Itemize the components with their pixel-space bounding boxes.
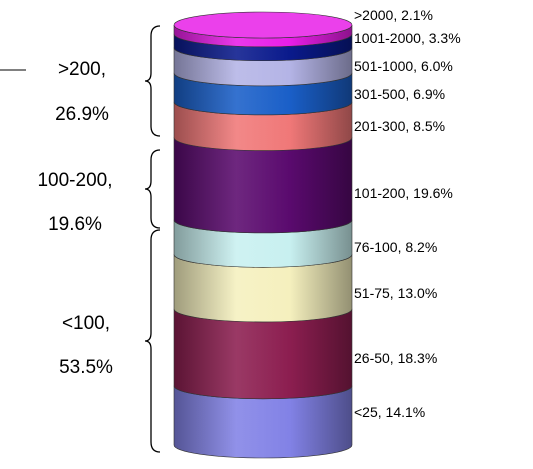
segment-label: <25, 14.1%	[354, 404, 425, 420]
segment-label: 201-300, 8.5%	[354, 118, 445, 134]
segment-labels: >2000, 2.1% 1001-2000, 3.3% 501-1000, 6.0%…	[354, 7, 461, 420]
segment-label: 26-50, 18.3%	[354, 350, 437, 366]
group-label-range: 100-200,	[37, 170, 112, 191]
segment-label: 301-500, 6.9%	[354, 86, 445, 102]
segment-label: 501-1000, 6.0%	[354, 58, 453, 74]
brace-<100	[144, 229, 161, 453]
cylinder-segments	[173, 24, 353, 459]
segment-label: 101-200, 19.6%	[354, 185, 453, 201]
segment-label: 1001-2000, 3.3%	[354, 30, 461, 46]
group-label-percent: 19.6%	[48, 214, 102, 235]
group-braces	[0, 25, 161, 453]
cylinder-top-cap	[173, 11, 353, 39]
segment-label: >2000, 2.1%	[354, 7, 433, 23]
group-label-percent: 26.9%	[55, 104, 109, 125]
brace->200	[144, 25, 161, 137]
group-labels: >200, 26.9% 100-200, 19.6% <100, 53.5%	[37, 59, 113, 378]
segment-26-50	[173, 308, 353, 400]
segment-label: 51-75, 13.0%	[354, 285, 437, 301]
segment-label: 76-100, 8.2%	[354, 239, 437, 255]
group-label-range: >200,	[58, 59, 106, 80]
cylinder-top	[173, 11, 353, 39]
group-label-range: <100,	[62, 313, 110, 334]
group-label-percent: 53.5%	[59, 357, 113, 378]
segment-101-200	[173, 137, 353, 234]
brace-100-200	[144, 149, 161, 229]
